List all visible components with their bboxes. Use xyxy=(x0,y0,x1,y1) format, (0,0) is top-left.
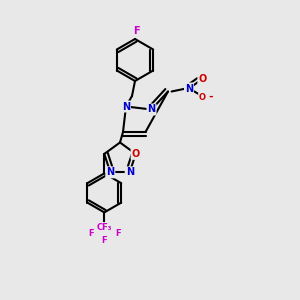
Text: N: N xyxy=(147,104,156,115)
Text: O: O xyxy=(199,93,206,102)
Text: N: N xyxy=(185,83,193,94)
Text: CF₃: CF₃ xyxy=(97,223,112,232)
Text: N: N xyxy=(122,101,130,112)
Text: F: F xyxy=(133,26,140,37)
Text: F: F xyxy=(115,229,121,238)
Text: N: N xyxy=(126,167,134,177)
Text: F: F xyxy=(88,229,94,238)
Text: F: F xyxy=(101,236,107,245)
Text: O: O xyxy=(132,149,140,159)
Text: O: O xyxy=(198,74,207,85)
Text: N: N xyxy=(106,167,114,177)
Text: -: - xyxy=(208,92,213,102)
